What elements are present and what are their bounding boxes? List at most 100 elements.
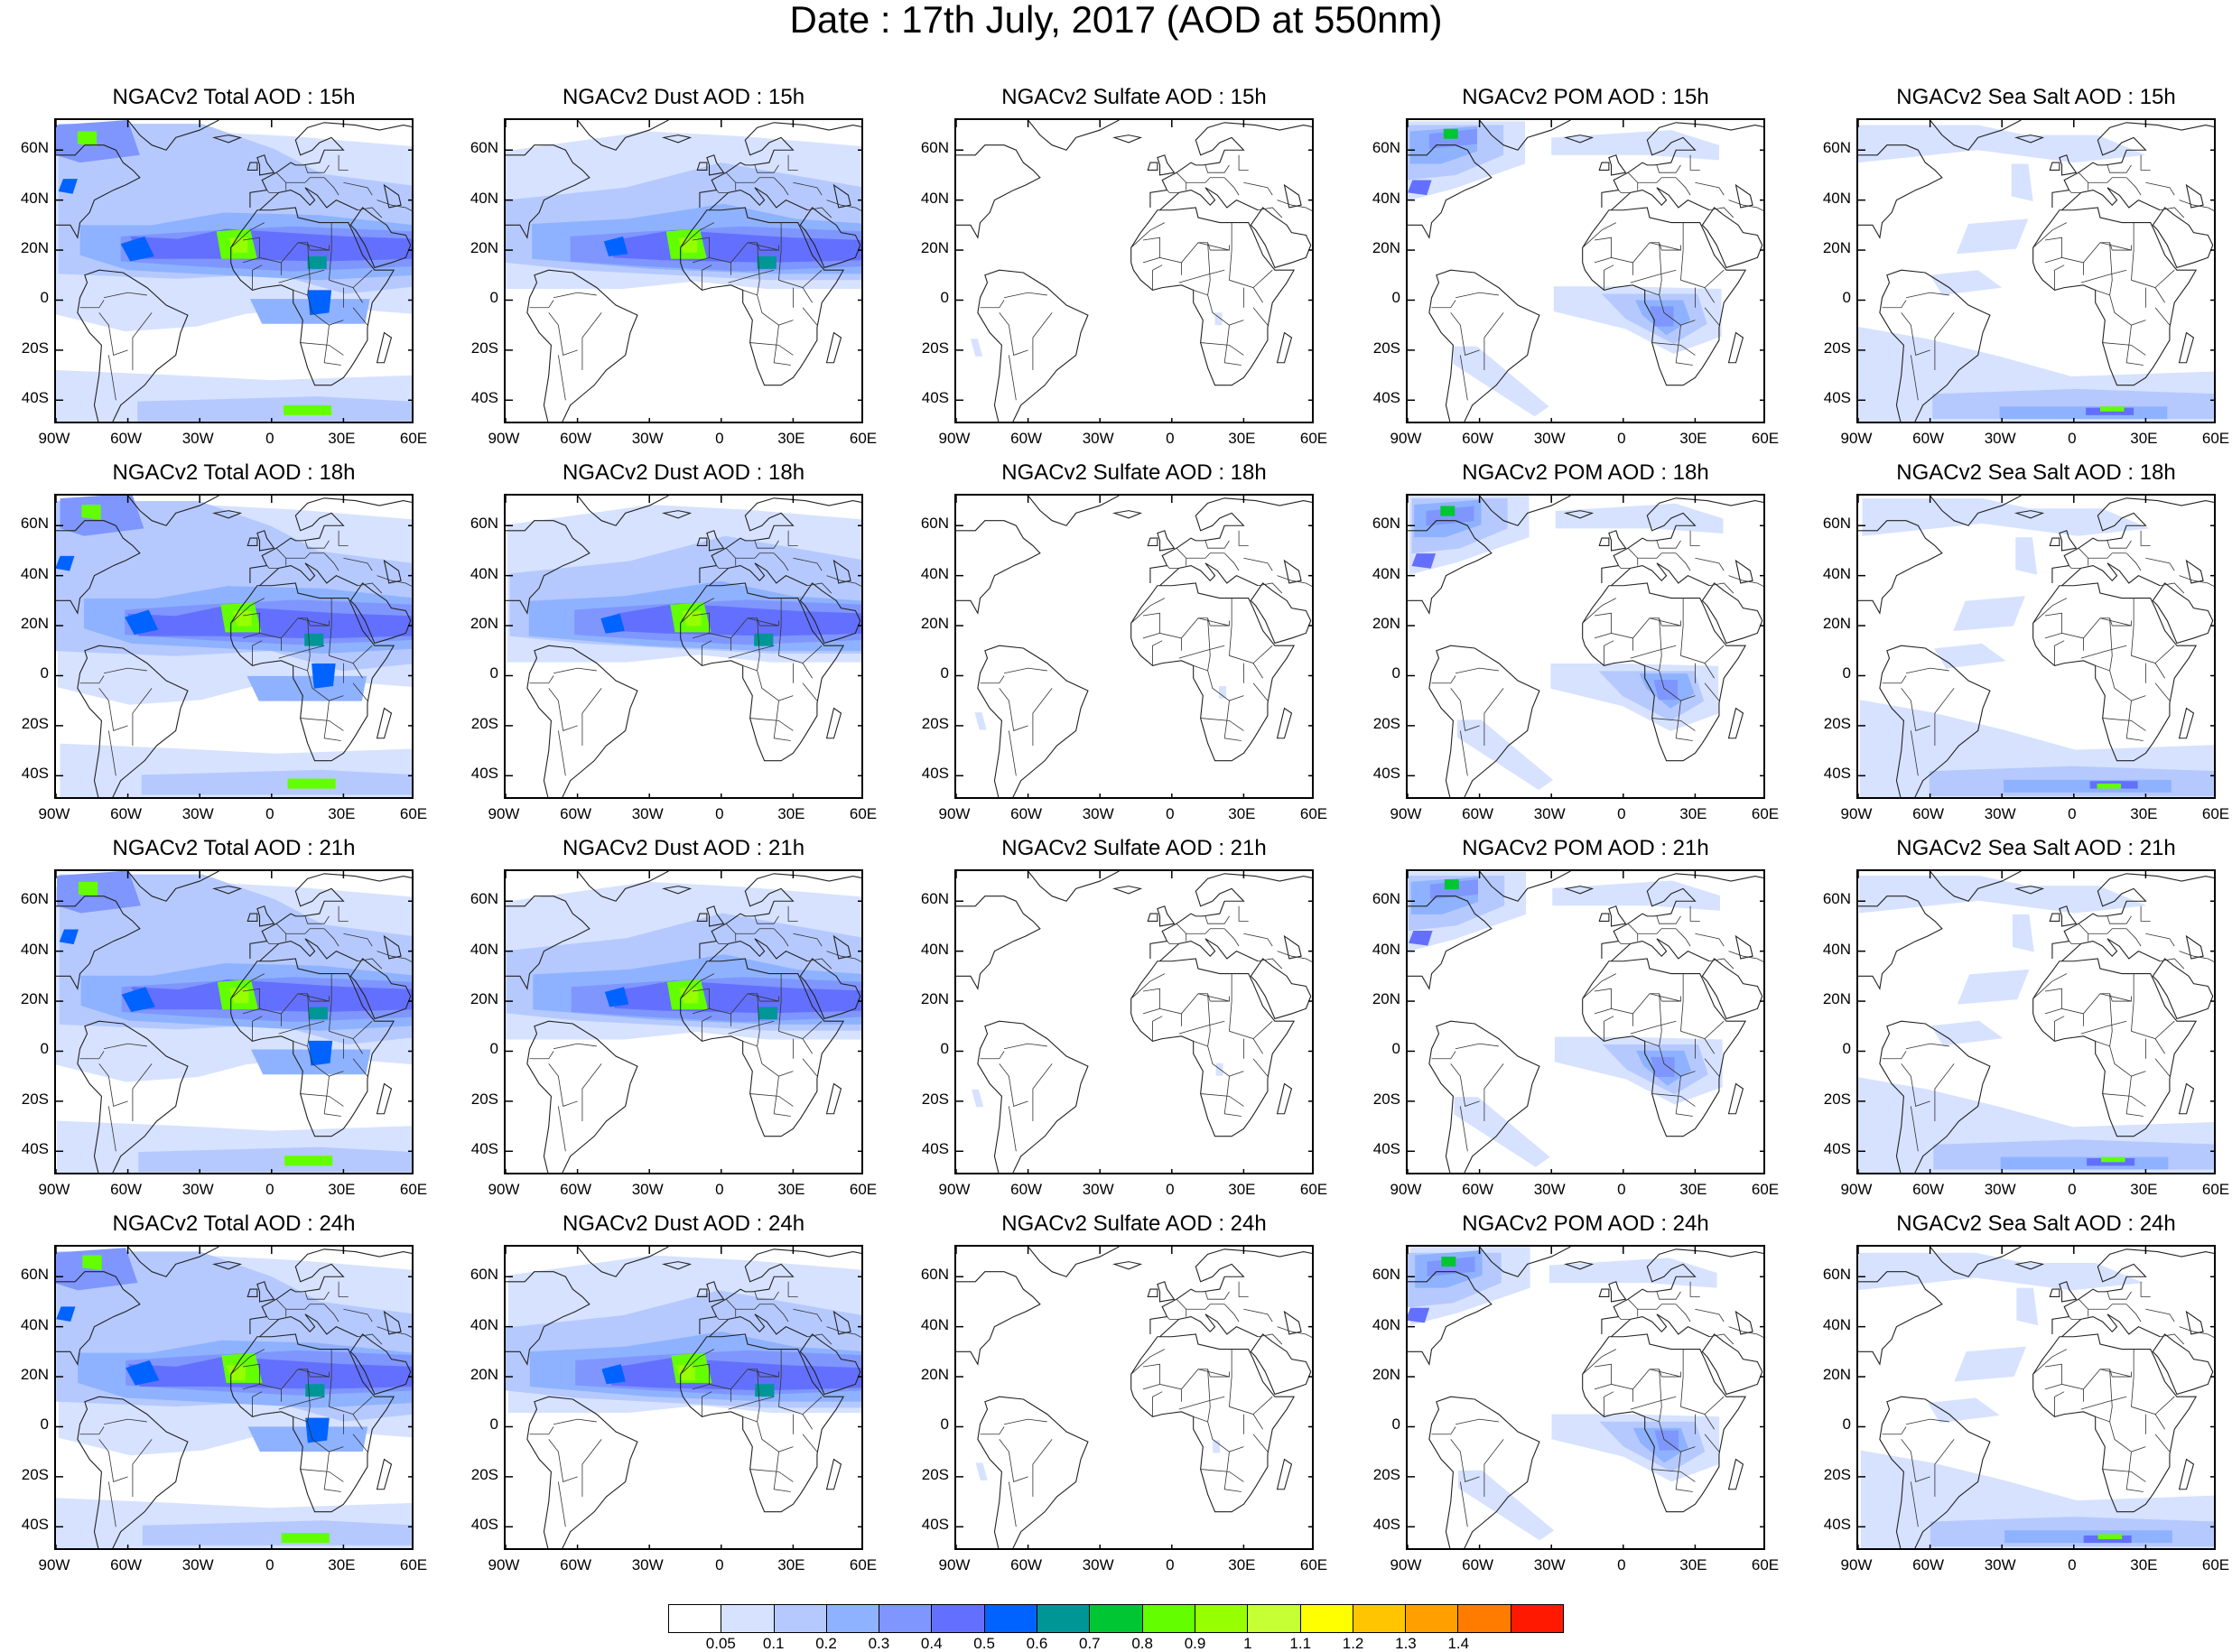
coastline (77, 1396, 189, 1548)
lon-tick-label: 90W (38, 1181, 70, 1198)
country-border (1130, 1349, 1166, 1375)
colorbar-swatch (826, 1605, 880, 1632)
country-border (242, 1007, 260, 1015)
country-border (980, 1051, 1005, 1060)
coastline (1149, 497, 1312, 583)
country-border (107, 730, 116, 776)
aod-contour (970, 339, 983, 357)
country-border (773, 1452, 791, 1492)
lon-tick-label: 30E (328, 1181, 356, 1198)
lon-tick-label: 60E (399, 805, 428, 822)
coastline (661, 1261, 693, 1270)
aod-contour (975, 1462, 988, 1480)
country-border (1656, 915, 1681, 924)
coastline (211, 510, 243, 519)
lon-tick-label: 30E (1679, 805, 1707, 822)
country-border (725, 547, 737, 566)
country-border (1905, 1418, 1949, 1425)
country-border (358, 207, 383, 218)
colorbar-swatch (1195, 1605, 1249, 1632)
country-border (1680, 1030, 1715, 1054)
country-border (2154, 1020, 2175, 1039)
coastline (1879, 1396, 1991, 1548)
country-border (323, 701, 341, 741)
aod-contour (2015, 537, 2038, 575)
coastline (259, 1313, 358, 1338)
lat-tick-label: 0 (1391, 289, 1400, 307)
colorbar-tick-label: 1.4 (1447, 1635, 1470, 1652)
coastline (1408, 520, 1493, 615)
country-border (822, 1341, 837, 1352)
lat-tick-label: 0 (489, 1415, 498, 1434)
country-border (103, 292, 147, 299)
lat-tick-label: 40S (1372, 765, 1400, 783)
country-border (793, 1308, 823, 1323)
lon-tick-label: 30W (631, 1556, 664, 1573)
coastline (577, 120, 669, 151)
country-border (1709, 207, 1734, 218)
country-border (826, 200, 861, 211)
country-border (1649, 1369, 1681, 1378)
colorbar-swatch (1037, 1605, 1091, 1632)
country-border (2125, 1452, 2144, 1492)
country-border (1630, 1020, 1677, 1035)
lat-tick-label: 40N (1372, 189, 1400, 207)
lat-tick-label: 20S (1823, 1465, 1851, 1483)
lat-tick-label: 60N (1822, 1266, 1851, 1284)
country-border (1277, 200, 1312, 211)
coastline (1408, 1271, 1493, 1366)
country-border (1659, 617, 1662, 671)
coastline (2185, 934, 2204, 960)
coastline (1930, 871, 2022, 902)
country-border (2125, 701, 2144, 741)
country-border (1008, 355, 1017, 401)
country-border (1594, 612, 1662, 639)
lat-tick-label: 60N (1822, 139, 1851, 157)
panel-title: NGACv2 Total AOD : 21h (112, 836, 356, 860)
country-border (377, 1326, 412, 1338)
country-border (702, 1391, 712, 1417)
country-border (1651, 718, 1696, 731)
country-border (1618, 1316, 1631, 1320)
aod-contour (308, 1007, 328, 1020)
aod-contour (2011, 163, 2033, 202)
coastline (506, 1271, 591, 1366)
lon-tick-label: 60W (1462, 805, 1494, 822)
aod-contour (2097, 784, 2122, 789)
lon-tick-label: 30W (1082, 1556, 1114, 1573)
coastline (376, 707, 393, 739)
aod-contour (59, 929, 79, 945)
aod-contour (1429, 879, 1479, 900)
coastline (1276, 707, 1293, 739)
coastline (1611, 562, 1710, 587)
country-border (1675, 1076, 1693, 1117)
aod-contour (1456, 719, 1554, 790)
aod-map (506, 120, 861, 422)
country-border (2174, 1341, 2190, 1352)
coastline (383, 559, 402, 584)
aod-contour (125, 609, 159, 636)
coastline (1479, 120, 1571, 151)
country-border (1644, 290, 1696, 326)
lon-tick-label: 30E (777, 430, 805, 447)
country-border (1204, 1291, 1230, 1300)
country-border (1130, 973, 1166, 999)
country-border (79, 1051, 105, 1060)
country-border (1152, 1391, 1163, 1417)
lon-tick-label: 30E (328, 1556, 356, 1573)
country-border (2032, 598, 2068, 624)
coastline (1608, 905, 1627, 927)
country-border (1582, 222, 1617, 248)
country-border (300, 718, 344, 731)
lon-tick-label: 30E (777, 1181, 805, 1198)
coastline (1611, 938, 1710, 962)
panel-title: NGACv2 POM AOD : 18h (1462, 460, 1709, 485)
country-border (1649, 242, 1681, 251)
country-border (1197, 617, 1230, 626)
aod-contour (121, 987, 155, 1012)
coastline (1428, 1396, 1540, 1548)
lat-tick-label: 0 (1391, 1040, 1400, 1058)
country-border (2099, 993, 2132, 1002)
country-border (1455, 1043, 1499, 1050)
country-border (1618, 190, 1631, 193)
